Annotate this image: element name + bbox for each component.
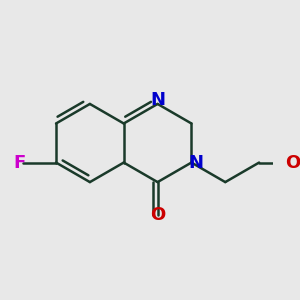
Text: N: N (189, 154, 204, 172)
Text: F: F (13, 154, 25, 172)
Text: N: N (150, 91, 165, 109)
Text: O: O (285, 154, 300, 172)
Text: O: O (150, 206, 165, 224)
